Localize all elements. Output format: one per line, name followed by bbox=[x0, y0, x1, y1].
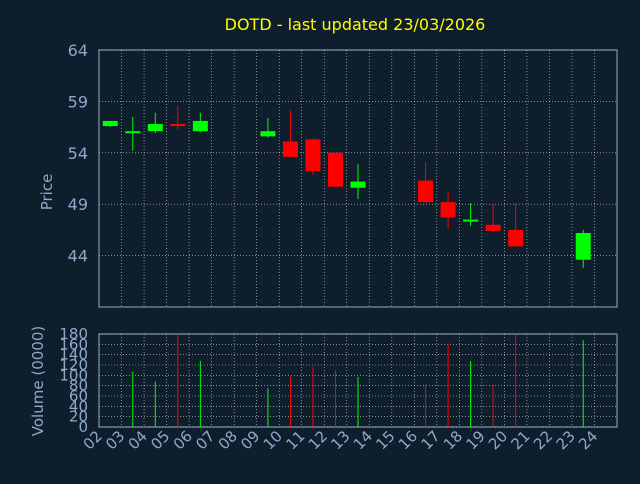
price-tick-label: 59 bbox=[68, 92, 88, 111]
volume-tick-label: 60 bbox=[69, 387, 88, 405]
candle-body-20 bbox=[508, 229, 524, 247]
volume-tick-label: 120 bbox=[59, 356, 88, 374]
price-tick-label: 54 bbox=[68, 144, 88, 163]
volume-tick-label: 140 bbox=[59, 346, 88, 364]
volume-tick-label: 160 bbox=[59, 335, 88, 353]
candle-body-04 bbox=[147, 124, 163, 132]
volume-tick-label: 20 bbox=[69, 408, 88, 426]
x-tick-label: 24 bbox=[575, 427, 601, 453]
price-tick-label: 49 bbox=[68, 195, 88, 214]
volume-axis-label: Volume (0000) bbox=[29, 326, 47, 436]
price-tick-label: 64 bbox=[68, 41, 88, 60]
volume-tick-label: 100 bbox=[59, 366, 88, 384]
candle-body-19 bbox=[485, 224, 501, 231]
candle-body-23 bbox=[575, 232, 591, 260]
candle-body-10 bbox=[282, 141, 298, 157]
candle-body-17 bbox=[440, 202, 456, 218]
price-axis-label: Price bbox=[38, 174, 56, 211]
chart-title: DOTD - last updated 23/03/2026 bbox=[225, 15, 486, 34]
volume-tick-label: 180 bbox=[59, 325, 88, 343]
candle-body-11 bbox=[305, 139, 321, 172]
candle-body-13 bbox=[350, 181, 366, 188]
candle-body-12 bbox=[327, 152, 343, 187]
volume-tick-label: 80 bbox=[69, 377, 88, 395]
candle-body-16 bbox=[418, 180, 434, 203]
candle-body-03 bbox=[125, 131, 141, 134]
candle-body-02 bbox=[102, 120, 118, 127]
price-tick-label: 44 bbox=[68, 247, 88, 266]
candle-body-06 bbox=[192, 120, 208, 132]
candle-body-18 bbox=[463, 219, 479, 222]
volume-tick-label: 40 bbox=[69, 397, 88, 415]
x-axis-label: Day bbox=[334, 460, 362, 476]
candle-body-09 bbox=[260, 131, 276, 137]
candle-body-05 bbox=[170, 124, 186, 127]
volume-tick-label: 0 bbox=[78, 418, 88, 436]
